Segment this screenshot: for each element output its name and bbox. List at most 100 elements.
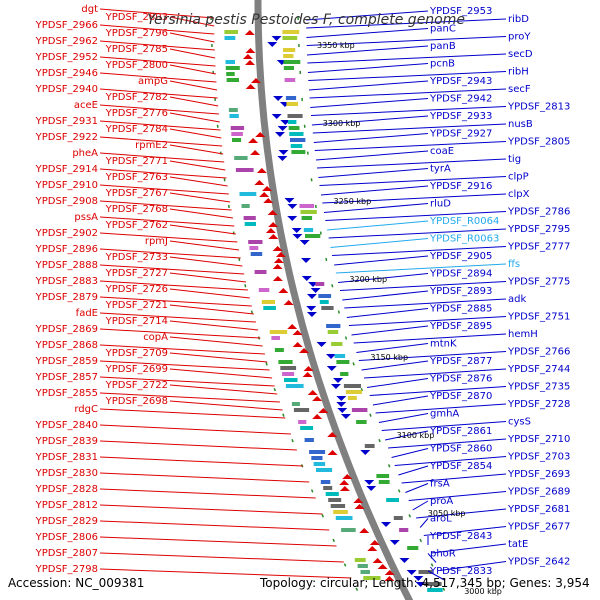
gene-label-plus: YPDSF_2735 <box>507 382 570 393</box>
gene-label-minus: pheA <box>72 148 98 159</box>
gene-label-plus: YPDSF_2744 <box>507 364 570 375</box>
connector-minus <box>99 520 330 531</box>
connector-minus <box>99 456 303 467</box>
gene-label-minus: YPDSF_2699 <box>105 364 168 375</box>
minus-strand-arrow <box>339 486 350 491</box>
feature-block <box>263 306 276 310</box>
feature-block <box>225 60 235 64</box>
gene-label-plus: mtnK <box>430 339 457 350</box>
gene-label-plus: YPDSF_2870 <box>429 391 492 402</box>
feature-block <box>235 168 254 172</box>
connector-plus <box>318 168 429 178</box>
gene-label-minus: ampG <box>138 76 168 87</box>
gene-label-plus: YPDSF_2916 <box>429 181 492 192</box>
connector-minus <box>169 144 224 155</box>
feature-block <box>258 288 270 292</box>
connector-minus <box>169 176 228 187</box>
minus-strand-arrow <box>327 450 338 455</box>
gene-label-plus: proY <box>508 32 531 43</box>
gene-label-minus: YPDSF_2768 <box>105 204 168 215</box>
gene-label-minus: YPDSF_2914 <box>35 164 98 175</box>
minus-strand-arrow <box>372 558 383 563</box>
connector-plus <box>323 203 429 213</box>
scale-ticks: 3350 kbp 3300 kbp 3250 kbp 3200 kbp 3150 kbp… <box>317 41 502 596</box>
connector-minus <box>169 272 247 283</box>
plus-strand-arrow <box>273 96 284 101</box>
gene-label-plus: YPDSF_2693 <box>507 469 570 480</box>
gene-label-plus: frsA <box>430 479 450 490</box>
connector-minus <box>99 552 344 563</box>
minus-strand-arrow <box>272 276 283 281</box>
connector-plus <box>327 220 429 231</box>
minus-strand-arrow <box>292 342 303 347</box>
feature-block <box>311 456 323 460</box>
connector-minus <box>169 256 243 267</box>
plus-strand-arrow <box>360 450 371 455</box>
feature-block <box>319 300 329 304</box>
gene-label-minus: YPDSF_2966 <box>35 20 98 31</box>
feature-block <box>336 360 350 364</box>
gene-label-plus: YPDSF_2861 <box>429 426 492 437</box>
connector-plus <box>332 246 507 256</box>
gene-label-plus: panC <box>430 24 456 35</box>
minus-strand-arrow <box>272 264 283 269</box>
gene-label-minus: YPDSF_2807 <box>35 548 98 559</box>
connector-plus <box>405 483 429 493</box>
plus-strand-arrow <box>336 396 347 401</box>
connector-minus <box>99 216 235 227</box>
connector-minus <box>169 160 226 171</box>
feature-block <box>226 72 235 76</box>
minus-strand-arrow <box>339 480 350 485</box>
minus-strand-arrow <box>256 168 267 173</box>
connector-plus <box>439 561 507 571</box>
connector-plus <box>335 263 507 274</box>
minus-strand-arrow <box>250 78 261 83</box>
gene-label-minus: YPDSF_2879 <box>35 292 98 303</box>
connector-minus <box>99 344 265 355</box>
plus-strand-arrow <box>284 198 295 203</box>
connector-minus <box>99 488 316 499</box>
gene-label-plus: YPDSF_2876 <box>429 374 492 385</box>
feature-block <box>239 192 257 196</box>
feature-block <box>290 138 306 142</box>
gene-label-plus: YPDSF_2703 <box>507 452 570 463</box>
minus-strand-arrow <box>255 132 266 137</box>
plus-strand-arrow <box>330 384 341 389</box>
connector-minus <box>99 88 218 99</box>
minus-strand-arrow <box>254 180 265 185</box>
gene-label-minus: YPDSF_2722 <box>105 380 168 391</box>
feature-block <box>283 54 294 58</box>
gene-label-minus: YPDSF_2962 <box>35 36 98 47</box>
genome-backbone <box>210 0 451 600</box>
connector-plus <box>408 491 507 501</box>
feature-block <box>286 102 298 106</box>
gene-label-minus: YPDSF_2776 <box>105 108 168 119</box>
feature-block <box>333 510 348 514</box>
connector-plus <box>353 333 507 344</box>
feature-block <box>288 126 300 130</box>
gene-label-plus: pcnB <box>430 59 455 70</box>
feature-block <box>318 294 332 298</box>
minus-strand-arrow <box>278 288 289 293</box>
feature-block <box>226 78 239 82</box>
connector-plus <box>310 98 429 108</box>
feature-block <box>249 246 259 250</box>
connector-plus <box>310 106 507 116</box>
feature-block <box>354 558 366 562</box>
gene-label-minus: YPDSF_2721 <box>105 300 168 311</box>
gene-label-minus: YPDSF_2828 <box>35 484 98 495</box>
connector-minus <box>99 72 217 83</box>
connector-minus <box>99 152 225 163</box>
gene-label-plus: YPDSF_2833 <box>429 566 492 577</box>
gene-label-minus: YPDSF_2857 <box>35 372 98 383</box>
feature-block <box>328 498 342 502</box>
minus-strand-arrow <box>262 186 273 191</box>
gene-label-minus: YPDSF_2952 <box>35 52 98 63</box>
gene-label-minus: YPDSF_2785 <box>105 44 168 55</box>
connector-minus <box>99 472 310 483</box>
feature-block <box>343 384 361 388</box>
plus-strand-arrow <box>306 306 317 311</box>
connector-plus <box>307 63 429 73</box>
connector-plus <box>398 465 429 476</box>
gene-label-plus: YPDSF_2905 <box>429 251 492 262</box>
